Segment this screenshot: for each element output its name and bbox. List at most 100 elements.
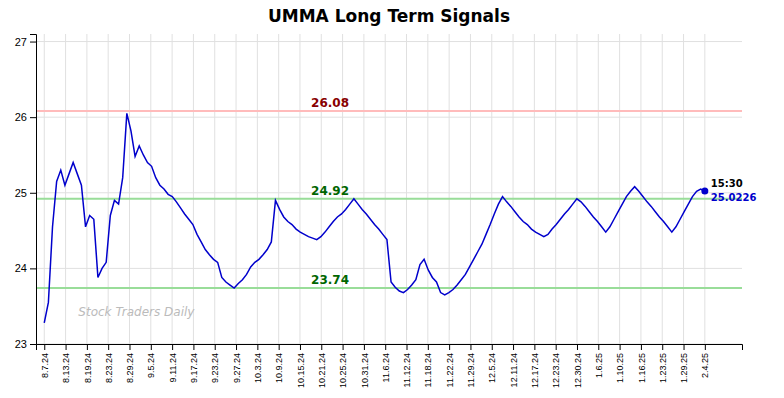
marks (36, 111, 742, 323)
x-tick: 12.17.24 (530, 344, 540, 388)
x-tick-label: 12.11.24 (509, 353, 519, 387)
x-tick: 10.9.24 (274, 344, 284, 383)
x-tick-label: 8.23.24 (104, 353, 114, 383)
x-tick-label: 2.4.25 (700, 353, 710, 378)
grid-line (86, 34, 87, 344)
x-tick-mark (705, 344, 706, 350)
grid-line (36, 117, 742, 118)
x-tick-label: 10.9.24 (274, 353, 284, 383)
x-tick-mark (428, 344, 429, 350)
grid-line (65, 34, 66, 344)
x-tick-mark (215, 344, 216, 350)
grid-line (150, 34, 151, 344)
chart: 8.7.248.13.248.19.248.23.248.29.249.5.24… (0, 0, 784, 398)
x-tick: 1.29.25 (679, 344, 689, 383)
x-tick: 9.11.24 (168, 344, 178, 382)
x-tick: 11.29.24 (466, 344, 476, 387)
x-tick: 12.23.24 (551, 344, 561, 388)
x-tick-label: 1.16.25 (637, 353, 647, 383)
price-line (44, 113, 705, 322)
grid-line (427, 34, 428, 344)
last-time-label: 15:30 (711, 178, 743, 189)
x-tick-mark (513, 344, 514, 350)
y-tick-label: 23 (15, 338, 27, 350)
x-tick-label: 10.21.24 (317, 353, 327, 388)
reference-label: 26.08 (311, 96, 349, 110)
x-tick-label: 11.29.24 (466, 353, 476, 387)
x-tick: 10.25.24 (338, 344, 348, 388)
x-tick: 10.3.24 (253, 344, 263, 383)
y-axis: 23 24 25 26 27 (15, 35, 37, 351)
grid-line (576, 34, 577, 344)
x-tick-mark (492, 344, 493, 350)
x-tick-label: 11.18.24 (423, 353, 433, 387)
grid-line (44, 34, 45, 344)
annotations: 26.0824.9223.7415:3025.0226Stock Traders… (78, 96, 756, 319)
y-tick: 25 (15, 187, 36, 199)
x-tick-mark (684, 344, 685, 350)
reference-line (36, 287, 742, 289)
grid-line (36, 41, 742, 42)
x-tick-mark (129, 344, 130, 350)
y-axis-line (30, 35, 37, 345)
x-tick-mark (321, 344, 322, 350)
x-tick-mark (556, 344, 557, 350)
x-tick: 8.7.24 (40, 344, 50, 378)
x-tick-label: 9.27.24 (232, 353, 242, 383)
x-tick: 1.10.25 (615, 344, 625, 383)
grid-line (108, 34, 109, 344)
y-tick: 26 (15, 111, 36, 123)
x-tick-label: 12.30.24 (573, 353, 583, 388)
grid-line (555, 34, 556, 344)
grid (36, 34, 742, 344)
x-tick: 9.27.24 (232, 344, 242, 383)
grid-line (470, 34, 471, 344)
reference-line (36, 110, 742, 112)
title: UMMA Long Term Signals (268, 6, 510, 26)
watermark: Stock Traders Daily (78, 305, 195, 319)
x-tick-mark (598, 344, 599, 350)
x-tick: 12.30.24 (573, 344, 583, 388)
x-tick-label: 1.23.25 (658, 353, 668, 383)
x-tick: 8.29.24 (125, 344, 135, 383)
x-tick: 8.23.24 (104, 344, 114, 383)
grid-line (513, 34, 514, 344)
x-tick: 11.22.24 (445, 344, 455, 387)
x-tick-label: 8.29.24 (125, 353, 135, 383)
grid-line (640, 34, 641, 344)
x-tick-label: 1.6.25 (594, 353, 604, 378)
x-tick-label: 1.10.25 (615, 353, 625, 383)
x-tick-mark (364, 344, 365, 350)
y-tick-label: 24 (15, 262, 27, 274)
grid-line (214, 34, 215, 344)
x-tick-mark (662, 344, 663, 350)
x-tick: 10.21.24 (317, 344, 327, 388)
x-tick-mark (108, 344, 109, 350)
x-tick-label: 8.13.24 (61, 353, 71, 383)
x-tick-label: 11.12.24 (402, 353, 412, 387)
x-tick-mark (577, 344, 578, 350)
grid-line (236, 34, 237, 344)
x-tick-mark (66, 344, 67, 350)
x-tick-mark (470, 344, 471, 350)
x-tick-mark (151, 344, 152, 350)
x-tick: 12.5.24 (487, 344, 497, 383)
grid-line (598, 34, 599, 344)
grid-line (449, 34, 450, 344)
x-tick: 11.18.24 (423, 344, 433, 387)
grid-line (129, 34, 130, 344)
x-tick-mark (193, 344, 194, 350)
reference-label: 24.92 (311, 184, 349, 198)
x-tick: 10.15.24 (296, 344, 306, 388)
grid-line (257, 34, 258, 344)
y-tick: 23 (15, 338, 36, 350)
y-tick-label: 27 (15, 36, 27, 48)
x-tick-label: 11.22.24 (445, 353, 455, 387)
x-tick: 9.17.24 (189, 344, 199, 383)
grid-line (406, 34, 407, 344)
x-tick-mark (172, 344, 173, 350)
x-tick-mark (534, 344, 535, 350)
grid-line (491, 34, 492, 344)
x-tick-label: 11.6.24 (381, 353, 391, 382)
x-axis: 8.7.248.13.248.19.248.23.248.29.249.5.24… (37, 344, 743, 388)
